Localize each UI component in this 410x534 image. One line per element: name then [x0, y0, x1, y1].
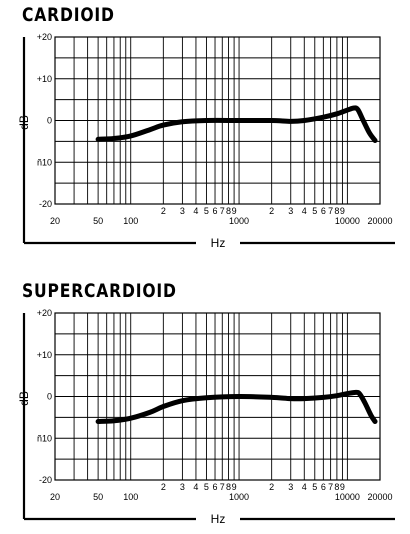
- x-tick-label: 10000: [335, 492, 360, 502]
- x-tick-label: 100: [123, 492, 138, 502]
- x-tick-label: 5: [312, 206, 317, 216]
- cardioid-chart: CARDIOID +20 +10 0 ñ10 -20 20 50 100 2 3 4 5 6 7 8 9 100…: [0, 0, 410, 258]
- x-tick-label: 8: [334, 482, 339, 492]
- outer-axes: [22, 37, 395, 245]
- y-tick-label: -20: [39, 199, 52, 209]
- x-tick-label: 7: [328, 206, 333, 216]
- plot-frame: [54, 312, 381, 481]
- x-tick-label: 5: [204, 482, 209, 492]
- y-tick-label: ñ10: [37, 157, 52, 167]
- x-tick-label: 3: [288, 482, 293, 492]
- y-axis-title: dB: [17, 391, 31, 406]
- y-tick-label: +20: [37, 32, 52, 42]
- x-tick-label: 4: [302, 482, 307, 492]
- x-tick-label: 3: [180, 206, 185, 216]
- x-tick-label: 2: [269, 206, 274, 216]
- y-tick-label: +10: [37, 74, 52, 84]
- x-axis-title: Hz: [211, 236, 226, 250]
- x-tick-label: 10000: [335, 216, 360, 226]
- x-tick-label: 2: [161, 482, 166, 492]
- x-tick-label: 6: [321, 206, 326, 216]
- x-tick-label: 1000: [229, 216, 249, 226]
- x-tick-label: 20000: [367, 216, 392, 226]
- y-tick-label: 0: [47, 116, 52, 126]
- x-tick-label: 4: [193, 482, 198, 492]
- x-tick-label: 5: [204, 206, 209, 216]
- x-tick-label: 7: [328, 482, 333, 492]
- frequency-response-line: [95, 389, 378, 425]
- chart-title: CARDIOID: [22, 4, 115, 26]
- x-tick-label: 20: [50, 216, 60, 226]
- x-tick-label: 5: [312, 482, 317, 492]
- y-tick-labels: +20 +10 0 ñ10 -20: [37, 32, 52, 209]
- x-tick-label: 3: [288, 206, 293, 216]
- x-tick-label: 8: [334, 206, 339, 216]
- x-tick-label: 2: [161, 206, 166, 216]
- x-tick-label: 6: [213, 206, 218, 216]
- x-tick-label: 50: [93, 216, 103, 226]
- x-tick-label: 20: [50, 492, 60, 502]
- y-tick-label: +20: [37, 308, 52, 318]
- chart-title: SUPERCARDIOID: [22, 280, 177, 302]
- x-tick-label: 7: [220, 206, 225, 216]
- x-tick-label: 9: [340, 482, 345, 492]
- outer-axes: [22, 313, 395, 521]
- y-axis-title: dB: [17, 115, 31, 130]
- x-tick-label: 8: [226, 482, 231, 492]
- y-tick-label: -20: [39, 475, 52, 485]
- x-tick-label: 100: [123, 216, 138, 226]
- x-tick-label: 8: [226, 206, 231, 216]
- plot-frame: [54, 36, 381, 205]
- x-tick-label: 1000: [229, 492, 249, 502]
- y-tick-labels: +20 +10 0 ñ10 -20: [37, 308, 52, 485]
- x-tick-label: 7: [220, 482, 225, 492]
- supercardioid-chart: SUPERCARDIOID +20 +10 0 ñ10 -20 20 50 100 2 3 4 5 6 7…: [0, 276, 410, 534]
- x-tick-label: 4: [193, 206, 198, 216]
- x-tick-label: 2: [269, 482, 274, 492]
- x-tick-label: 6: [213, 482, 218, 492]
- x-tick-label: 50: [93, 492, 103, 502]
- x-tick-label: 20000: [367, 492, 392, 502]
- x-tick-label: 4: [302, 206, 307, 216]
- x-tick-label: 6: [321, 482, 326, 492]
- x-tick-label: 9: [232, 206, 237, 216]
- x-axis-title: Hz: [211, 512, 226, 526]
- frequency-response-line: [95, 105, 378, 144]
- x-tick-label: 9: [232, 482, 237, 492]
- y-tick-label: 0: [47, 392, 52, 402]
- x-tick-label: 9: [340, 206, 345, 216]
- y-tick-label: ñ10: [37, 433, 52, 443]
- x-tick-label: 3: [180, 482, 185, 492]
- y-tick-label: +10: [37, 350, 52, 360]
